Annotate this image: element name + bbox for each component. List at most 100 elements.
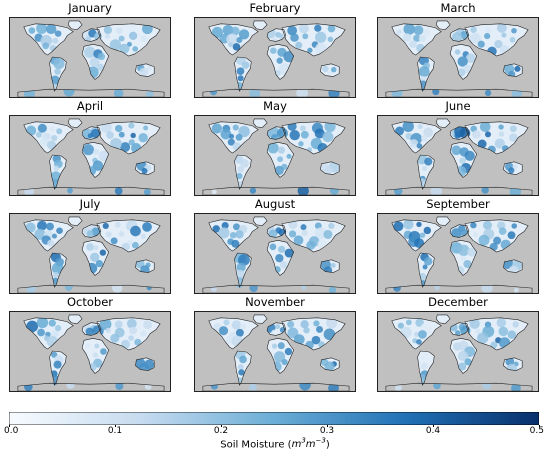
moisture-cell [212,225,221,233]
moisture-cell [128,31,138,40]
moisture-cell [240,159,249,168]
moisture-cell [236,67,245,76]
moisture-cell [405,319,412,326]
moisture-cell [25,222,36,233]
coastline-greenland [435,314,451,325]
coastline-antarctica [202,88,350,97]
moisture-cell [85,343,91,349]
moisture-cell [51,134,58,142]
moisture-cell [110,237,118,245]
moisture-cell [146,285,152,291]
moisture-cell [409,139,419,148]
moisture-cell [296,87,309,97]
coastline-north-america [23,219,74,252]
moisture-cell [499,45,510,55]
coastline-south-america [417,56,435,92]
coastline-north-america [208,121,259,154]
moisture-cell [36,23,48,34]
moisture-cell [425,355,432,361]
coastline-antarctica [202,186,350,195]
moisture-cell [23,87,35,97]
moisture-cell [328,222,335,230]
moisture-cell [420,134,428,142]
moisture-cell [131,241,139,249]
moisture-cell [513,287,519,293]
moisture-cell [298,141,304,147]
moisture-cell [128,122,135,129]
world-map [377,213,539,294]
moisture-cell [469,32,481,44]
moisture-cell [423,28,431,37]
moisture-cell [464,150,475,161]
moisture-cell [493,236,502,245]
coastline-south-america [49,154,67,190]
moisture-cell [51,330,59,338]
moisture-cell [400,326,412,339]
panel-title: January [68,1,112,15]
moisture-cell [451,228,462,239]
moisture-cell [418,66,430,77]
moisture-cell [121,242,130,251]
moisture-cell [507,231,516,240]
moisture-cell [110,333,120,343]
moisture-cell [323,229,333,239]
moisture-cell [512,164,518,170]
moisture-cell [143,125,149,131]
moisture-cell [416,143,423,149]
moisture-cell [226,33,239,46]
moisture-cell [53,57,65,70]
coastline-antarctica [17,88,165,97]
moisture-cell [496,318,507,328]
moisture-cell [403,23,415,35]
moisture-cell [465,53,476,63]
coastline-australia [135,259,155,273]
panel-title: February [249,1,301,15]
moisture-cell [63,85,75,97]
land-greenland [253,216,268,226]
coastline-greenland [435,118,451,129]
world-map [194,311,356,392]
moisture-cell [316,326,324,333]
coastline-north-america [208,23,259,56]
moisture-cell [409,40,417,48]
moisture-cell [236,262,246,272]
moisture-cell [218,326,229,336]
moisture-cell [424,157,433,166]
coastline-asia [464,317,529,351]
moisture-cell [142,23,153,35]
land-greenland [68,20,83,30]
moisture-cell [459,157,467,165]
moisture-cell [511,88,523,97]
moisture-cell [275,324,281,330]
moisture-cell [228,42,234,48]
coastline-africa [81,142,110,178]
world-map [9,213,171,294]
moisture-cell [508,167,515,174]
coastline-north-america [23,121,74,154]
moisture-cell [232,43,241,51]
moisture-cell [489,242,498,251]
coastline-north-america [208,219,259,252]
moisture-cell [454,49,461,55]
moisture-cell [115,382,124,391]
moisture-cell [24,382,33,391]
panel-october: October [9,294,171,392]
moisture-cell [288,230,297,238]
moisture-cell [86,230,94,237]
moisture-cell [126,24,137,35]
moisture-cell [393,221,404,232]
moisture-cell [498,227,507,235]
moisture-cell [248,383,257,391]
moisture-cell [138,133,148,143]
coastline-greenland [67,216,83,227]
coastline-australia [135,161,155,175]
moisture-cell [239,355,247,364]
moisture-cell [328,87,340,97]
moisture-cell [140,265,150,275]
moisture-cell [278,33,284,39]
moisture-cell [313,320,320,327]
moisture-cell [26,125,37,136]
moisture-cell [119,43,130,54]
coastline-north-america [23,23,74,56]
coastline-africa [81,240,110,276]
